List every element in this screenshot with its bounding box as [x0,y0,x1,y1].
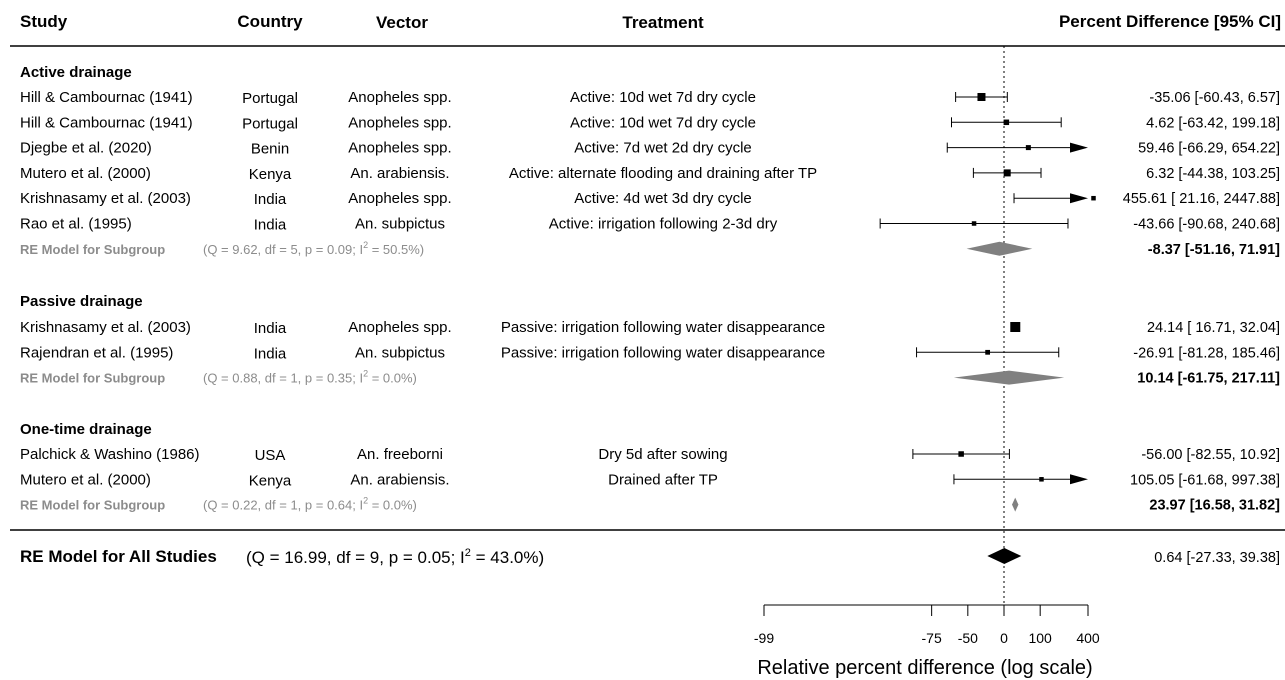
study-vector: An. freeborni [357,446,443,463]
study-vector: Anopheles spp. [348,140,451,157]
header-vector: Vector [376,13,428,32]
group-title: One-time drainage [20,421,152,438]
point-estimate [1003,169,1011,177]
point-estimate [1025,145,1031,151]
study-treatment: Active: irrigation following 2-3d dry [549,216,778,233]
study-name: Mutero et al. (2000) [20,165,151,182]
group-title: Active drainage [20,64,132,81]
study-name: Krishnasamy et al. (2003) [20,319,191,336]
study-vector: Anopheles spp. [348,319,451,336]
point-estimate [977,93,986,101]
axis-tick-label: -75 [922,630,942,646]
study-name: Djegbe et al. (2020) [20,140,152,157]
study-vector: Anopheles spp. [348,89,451,106]
point-estimate [1039,477,1044,482]
study-country: Kenya [249,166,292,183]
study-vector: Anopheles spp. [348,114,451,131]
study-country: Kenya [249,472,292,489]
study-country: India [254,191,287,208]
ci-arrow [1070,193,1088,204]
study-name: Palchick & Washino (1986) [20,446,200,463]
study-estimate-text: 4.62 [-63.42, 199.18] [1146,115,1280,131]
subgroup-estimate-text: 23.97 [16.58, 31.82] [1149,498,1280,514]
point-estimate [985,349,991,355]
axis-tick-label: -50 [958,630,978,646]
study-vector: Anopheles spp. [348,190,451,207]
study-name: Hill & Cambournac (1941) [20,89,193,106]
subgroup-diamond [1012,497,1019,512]
study-treatment: Active: 4d wet 3d dry cycle [574,190,752,207]
subgroup-model-stats: (Q = 0.88, df = 1, p = 0.35; I2 = 0.0%) [203,369,417,386]
group-title: Passive drainage [20,293,143,310]
point-estimate [958,451,964,457]
axis-tick-label: 100 [1028,630,1052,646]
study-vector: An. arabiensis. [350,165,449,182]
overall-model-stats: (Q = 16.99, df = 9, p = 0.05; I2 = 43.0%… [246,547,544,567]
study-treatment: Active: 10d wet 7d dry cycle [570,114,756,131]
header-effect: Percent Difference [95% CI] [1059,12,1281,31]
forest-rows: Active drainage Hill & Cambournac (1941) P… [20,64,1280,567]
study-country: USA [255,447,286,464]
study-country: India [254,345,287,362]
study-treatment: Drained after TP [608,471,718,488]
study-name: Rao et al. (1995) [20,216,132,233]
study-treatment: Active: alternate flooding and draining … [509,165,817,182]
ci-arrow [1070,474,1088,485]
study-name: Hill & Cambournac (1941) [20,114,193,131]
study-estimate-text: -56.00 [-82.55, 10.92] [1141,447,1280,463]
study-country: India [254,320,287,337]
x-axis: -99 -75 -50 0 100 400 [754,604,1100,646]
study-name: Krishnasamy et al. (2003) [20,190,191,207]
study-name: Mutero et al. (2000) [20,471,151,488]
subgroup-model-stats: (Q = 0.22, df = 1, p = 0.64; I2 = 0.0%) [203,496,417,513]
study-estimate-text: 59.46 [-66.29, 654.22] [1138,141,1280,157]
overall-diamond [987,548,1022,564]
header-treatment: Treatment [622,13,704,32]
study-estimate-text: 6.32 [-44.38, 103.25] [1146,166,1280,182]
study-name: Rajendran et al. (1995) [20,344,173,361]
study-vector: An. subpictus [355,344,445,361]
subgroup-model-label: RE Model for Subgroup [20,371,165,386]
subgroup-model-label: RE Model for Subgroup [20,242,165,257]
x-axis-label: Relative percent difference (log scale) [757,657,1092,679]
header-country: Country [237,12,303,31]
axis-tick-label: 400 [1076,630,1100,646]
point-estimate [1091,195,1096,201]
subgroup-diamond [966,241,1033,256]
study-country: Portugal [242,115,298,132]
study-vector: An. subpictus [355,216,445,233]
point-estimate [1010,322,1021,332]
study-treatment: Active: 10d wet 7d dry cycle [570,89,756,106]
study-treatment: Passive: irrigation following water disa… [501,319,825,336]
study-country: India [254,217,287,234]
study-country: Benin [251,141,289,158]
study-estimate-text: -43.66 [-90.68, 240.68] [1133,217,1280,233]
study-estimate-text: 455.61 [ 21.16, 2447.88] [1123,191,1280,207]
ci-arrow [1070,142,1088,153]
subgroup-estimate-text: 10.14 [-61.75, 217.11] [1137,371,1280,387]
study-country: Portugal [242,90,298,107]
subgroup-model-label: RE Model for Subgroup [20,498,165,513]
study-estimate-text: 105.05 [-61.68, 997.38] [1130,472,1280,488]
point-estimate [971,221,977,226]
point-estimate [1003,119,1010,126]
overall-estimate-text: 0.64 [-27.33, 39.38] [1154,550,1280,566]
subgroup-diamond [953,370,1065,385]
header-study: Study [20,12,68,31]
axis-tick-label: 0 [1000,630,1008,646]
subgroup-model-stats: (Q = 9.62, df = 5, p = 0.09; I2 = 50.5%) [203,240,424,257]
study-estimate-text: 24.14 [ 16.71, 32.04] [1147,320,1280,336]
study-treatment: Dry 5d after sowing [598,446,727,463]
subgroup-estimate-text: -8.37 [-51.16, 71.91] [1148,242,1280,258]
study-treatment: Passive: irrigation following water disa… [501,344,825,361]
overall-model-label: RE Model for All Studies [20,547,217,566]
study-estimate-text: -35.06 [-60.43, 6.57] [1149,90,1280,106]
axis-tick-label: -99 [754,630,774,646]
study-vector: An. arabiensis. [350,471,449,488]
study-estimate-text: -26.91 [-81.28, 185.46] [1133,345,1280,361]
study-treatment: Active: 7d wet 2d dry cycle [574,140,752,157]
